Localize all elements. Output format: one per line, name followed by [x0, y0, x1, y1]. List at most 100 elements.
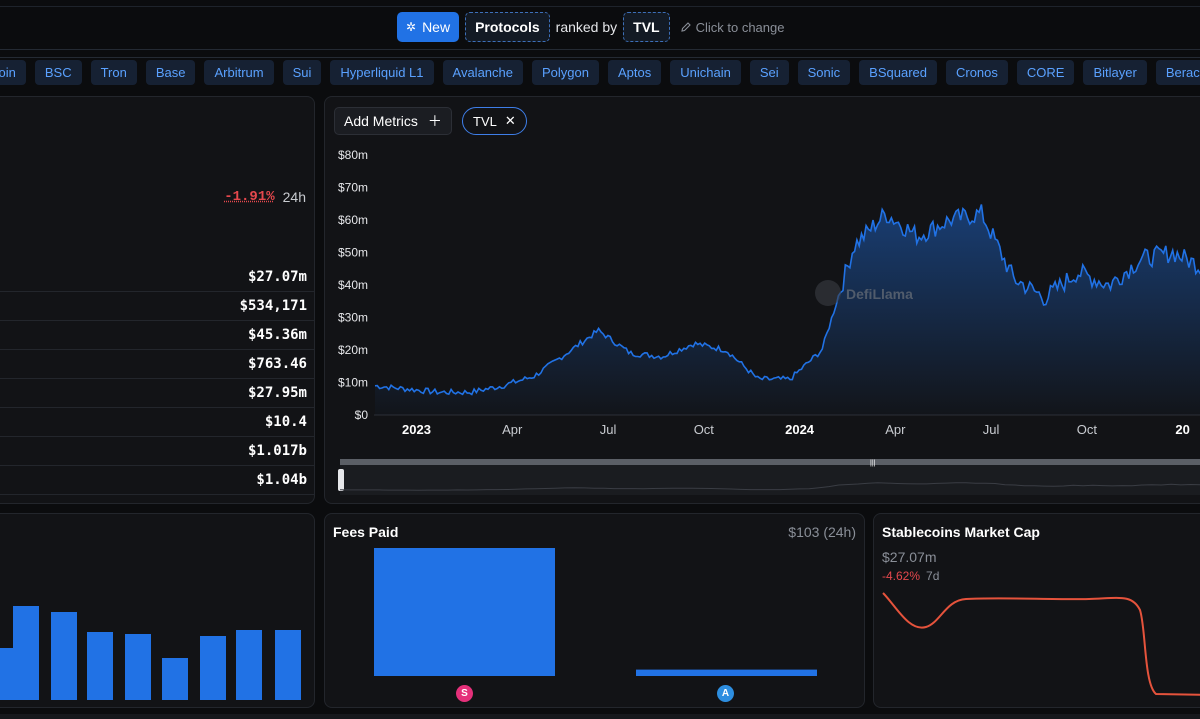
tvl-data-point[interactable]: [469, 390, 473, 394]
ranking-selector: ✲ New Protocols ranked by TVL Click to c…: [397, 12, 784, 42]
tvl-metric-pill[interactable]: TVL ✕: [462, 107, 527, 135]
stablecoins-market-cap: $27.07m: [882, 549, 937, 565]
tvl-data-point[interactable]: [756, 377, 760, 381]
chain-filter-hyperliquid-l1[interactable]: Hyperliquid L1: [330, 60, 434, 85]
stat-row: $10.4: [0, 408, 315, 437]
volume-bars-panel: [0, 513, 315, 708]
tvl-data-point[interactable]: [948, 218, 952, 222]
chain-filter-core[interactable]: CORE: [1016, 60, 1075, 85]
stat-row: $1.04b: [0, 466, 315, 495]
protocols-button[interactable]: Protocols: [465, 12, 550, 42]
sonic-chain-icon[interactable]: S: [456, 685, 473, 702]
chain-filter-unichain[interactable]: Unichain: [670, 60, 741, 85]
tvl-data-point[interactable]: [660, 355, 664, 359]
chain-filter-arbitrum[interactable]: Arbitrum: [204, 60, 274, 85]
tvl-data-point[interactable]: [628, 351, 632, 355]
tvl-data-point[interactable]: [565, 351, 569, 355]
stablecoins-line-chart: [882, 592, 1200, 696]
click-hint-text: Click to change: [695, 19, 785, 35]
stablecoins-panel: Stablecoins Market Cap $27.07m -4.62% 7d: [873, 513, 1200, 708]
tvl-data-point[interactable]: [884, 212, 888, 216]
chain-filter-polygon[interactable]: Polygon: [532, 60, 599, 85]
stablecoins-title: Stablecoins Market Cap: [882, 524, 1040, 540]
pencil-icon: [680, 22, 691, 32]
chain-filter-avalanche[interactable]: Avalanche: [442, 60, 523, 85]
y-tick-label: $10m: [338, 376, 368, 390]
arbitrum-chain-icon[interactable]: A: [717, 685, 734, 702]
y-tick-label: $70m: [338, 181, 368, 195]
tvl-data-point[interactable]: [533, 374, 537, 378]
tvl-data-point[interactable]: [1043, 296, 1047, 300]
fees-panel: Fees Paid $103 (24h) S A: [324, 513, 865, 708]
chain-filter-list: coin BSC Tron Base Arbitrum Sui Hyperliquid L1…: [0, 57, 1200, 87]
volume-bar[interactable]: [200, 636, 226, 700]
stat-value: $45.36m: [247, 327, 307, 343]
tvl-data-point[interactable]: [724, 348, 728, 352]
stat-value: $1.017b: [247, 443, 307, 459]
fees-bar[interactable]: [636, 669, 817, 676]
stat-row: $1.017b: [0, 437, 315, 466]
volume-bar[interactable]: [0, 648, 17, 700]
close-icon[interactable]: ✕: [504, 113, 516, 128]
x-tick-label: Apr: [502, 422, 523, 437]
chain-filter-sonic[interactable]: Sonic: [797, 60, 851, 85]
new-button[interactable]: ✲ New: [397, 12, 460, 42]
y-tick-label: $0: [355, 408, 369, 422]
chain-filter-aptos[interactable]: Aptos: [607, 60, 662, 85]
tvl-data-point[interactable]: [1011, 277, 1015, 281]
x-tick-label: 20: [1175, 422, 1189, 437]
click-to-change-hint: Click to change: [680, 19, 785, 35]
chain-filter-bsquared[interactable]: BSquared: [859, 60, 937, 85]
chain-filter-berachain[interactable]: Berachain: [1155, 60, 1200, 85]
x-tick-label: Jul: [600, 422, 617, 437]
stat-value: $27.95m: [247, 385, 307, 401]
volume-bar[interactable]: [125, 634, 151, 700]
stat-row: $27.95m: [0, 379, 315, 408]
stat-value: $763.46: [247, 356, 307, 372]
volume-bar[interactable]: [13, 606, 39, 700]
volume-bar[interactable]: [51, 612, 77, 700]
chain-filter-coin[interactable]: coin: [0, 60, 26, 85]
tvl-data-point[interactable]: [1139, 257, 1143, 261]
volume-bar[interactable]: [236, 630, 262, 700]
chain-filter-cronos[interactable]: Cronos: [945, 60, 1008, 85]
y-tick-label: $20m: [338, 343, 368, 357]
tvl-data-point[interactable]: [501, 384, 505, 388]
header-divider: [0, 6, 1200, 7]
tvl-data-point[interactable]: [1075, 270, 1079, 274]
add-metrics-button[interactable]: Add Metrics ＋: [334, 107, 452, 135]
volume-bar[interactable]: [87, 632, 113, 700]
stat-value: $27.07m: [247, 269, 307, 285]
tvl-data-point[interactable]: [692, 342, 696, 346]
tvl-data-point[interactable]: [980, 212, 984, 216]
tvl-data-point[interactable]: [852, 244, 856, 248]
chain-filter-sei[interactable]: Sei: [749, 60, 789, 85]
chain-filter-bsc[interactable]: BSC: [34, 60, 82, 85]
tvl-data-point[interactable]: [820, 348, 824, 352]
y-tick-label: $60m: [338, 213, 368, 227]
tvl-data-point[interactable]: [1107, 283, 1111, 287]
chain-filter-base[interactable]: Base: [145, 60, 196, 85]
chain-filter-tron[interactable]: Tron: [90, 60, 137, 85]
tvl-data-point[interactable]: [1171, 251, 1175, 255]
chain-filter-bitlayer[interactable]: Bitlayer: [1083, 60, 1147, 85]
stat-value: $1.04b: [256, 472, 307, 488]
tvl-data-point[interactable]: [596, 329, 600, 333]
y-tick-label: $40m: [338, 278, 368, 292]
tvl-data-point[interactable]: [916, 234, 920, 238]
change-24h-value: -1.91%: [224, 189, 275, 205]
ranked-by-label: ranked by: [555, 19, 618, 35]
range-slider-handle[interactable]: [338, 469, 344, 491]
metric-button[interactable]: TVL: [623, 12, 670, 42]
tvl-data-point[interactable]: [405, 387, 409, 391]
volume-bar[interactable]: [162, 658, 188, 700]
tvl-data-point[interactable]: [437, 390, 441, 394]
fees-bar[interactable]: [374, 548, 555, 676]
sparkle-icon: ✲: [406, 20, 417, 34]
tvl-data-point[interactable]: [788, 377, 792, 381]
volume-bar[interactable]: [275, 630, 301, 700]
x-tick-label: 2023: [402, 422, 431, 437]
chain-filter-sui[interactable]: Sui: [282, 60, 322, 85]
tvl-data-point[interactable]: [373, 384, 377, 388]
range-slider-track[interactable]: [340, 459, 1200, 465]
